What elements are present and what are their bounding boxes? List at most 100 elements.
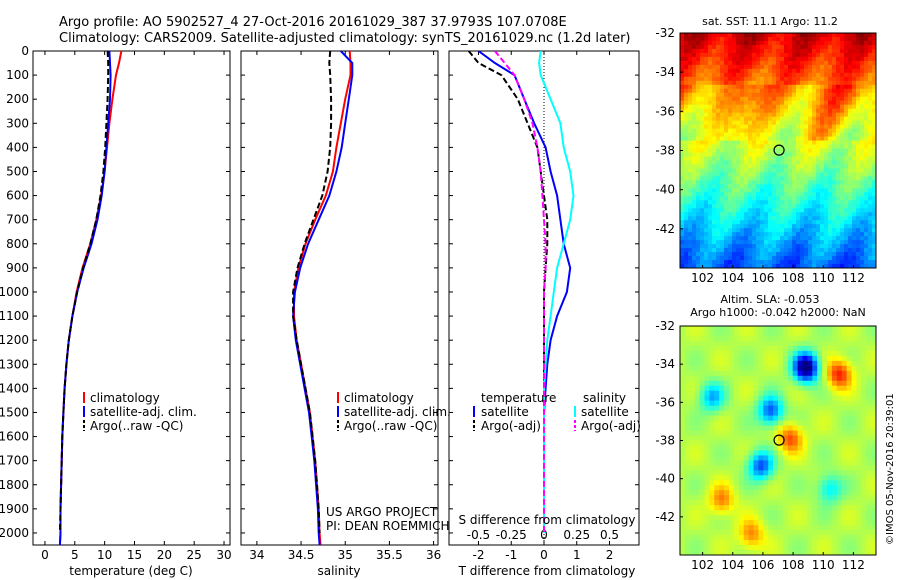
sst-cell	[780, 172, 785, 177]
sla-cell	[684, 490, 691, 496]
sst-cell	[796, 252, 801, 257]
sst-cell	[776, 160, 781, 165]
sla-cell	[846, 475, 852, 481]
sla-cell	[699, 430, 705, 436]
sst-cell	[828, 180, 833, 185]
sst-cell	[768, 48, 773, 54]
sla-cell	[714, 430, 720, 436]
sst-cell	[772, 160, 777, 165]
sla-cell	[724, 355, 730, 362]
sst-cell	[744, 236, 749, 241]
sst-cell	[856, 236, 861, 241]
sla-cell	[827, 445, 833, 451]
sst-cell	[840, 240, 845, 245]
sst-cell	[696, 208, 701, 213]
sst-cell	[728, 188, 733, 193]
sst-cell	[872, 72, 877, 78]
sst-cell	[840, 144, 845, 149]
sst-cell	[852, 92, 857, 98]
sst-cell	[804, 132, 809, 137]
sla-cell	[773, 345, 779, 352]
sla-cell	[822, 355, 828, 362]
sst-cell	[856, 112, 861, 118]
sla-cell	[748, 375, 754, 382]
sla-cell	[733, 545, 740, 551]
sla-cell	[831, 490, 838, 496]
sla-cell	[802, 450, 808, 456]
sla-cell	[782, 425, 789, 431]
sla-cell	[846, 370, 852, 377]
sla-cell	[787, 550, 794, 556]
sst-cell	[704, 60, 709, 66]
sst-cell	[828, 264, 833, 269]
sla-cell	[856, 510, 862, 516]
sla-cell	[763, 326, 769, 332]
sst-cell	[688, 116, 693, 122]
sst-cell	[768, 108, 773, 114]
sst-cell	[808, 252, 813, 257]
sst-cell	[748, 224, 753, 229]
sst-cell	[792, 100, 797, 106]
sst-cell	[812, 48, 817, 54]
sst-cell	[820, 228, 825, 233]
sst-cell	[760, 44, 765, 50]
sst-cell	[724, 180, 729, 185]
sla-cell	[851, 480, 857, 486]
sst-cell	[748, 112, 753, 118]
sla-cell	[871, 335, 877, 342]
sla-cell	[719, 380, 725, 387]
sla-cell	[699, 460, 705, 466]
sla-cell	[797, 495, 803, 501]
sla-cell	[773, 355, 779, 362]
sla-cell	[782, 450, 789, 456]
sla-cell	[831, 515, 838, 521]
sst-cell	[704, 168, 709, 173]
sst-cell	[804, 76, 809, 82]
sla-cell	[680, 505, 686, 511]
sst-cell	[728, 256, 733, 261]
sst-cell	[868, 200, 873, 205]
sst-cell	[848, 116, 853, 122]
sla-cell	[846, 495, 852, 501]
sst-cell	[752, 52, 757, 58]
sst-cell	[740, 244, 745, 249]
sst-cell	[836, 208, 841, 213]
sst-cell	[744, 192, 749, 197]
sst-cell	[696, 232, 701, 237]
sst-cell	[816, 92, 821, 98]
sst-cell	[868, 108, 873, 114]
sla-cell	[851, 330, 857, 337]
sst-cell	[784, 116, 789, 122]
sla-cell	[684, 395, 691, 402]
sst-cell	[816, 172, 821, 177]
sst-cell	[680, 40, 685, 46]
sst-cell	[844, 200, 849, 205]
sst-cell	[752, 244, 757, 249]
sst-cell	[788, 236, 793, 241]
sla-cell	[846, 340, 852, 347]
sst-cell	[840, 252, 845, 257]
sla-cell	[782, 470, 789, 476]
sla-cell	[729, 420, 735, 426]
sla-cell	[733, 475, 740, 481]
sst-cell	[752, 140, 757, 145]
sst-cell	[764, 64, 769, 70]
sst-cell	[756, 228, 761, 233]
sst-cell	[840, 180, 845, 185]
sst-cell	[764, 112, 769, 118]
sla-cell	[778, 440, 784, 446]
sst-cell	[864, 260, 869, 265]
sla-cell	[802, 390, 808, 397]
sla-cell	[689, 490, 696, 496]
sst-cell	[804, 140, 809, 145]
sst-cell	[772, 200, 777, 205]
sst-cell	[744, 244, 749, 249]
sst-cell	[840, 212, 845, 217]
sla-cell	[851, 400, 857, 407]
sla-cell	[856, 535, 862, 541]
sst-cell	[736, 244, 741, 249]
sla-cell	[861, 415, 867, 421]
sla-cell	[684, 455, 691, 461]
sst-cell	[684, 116, 689, 122]
sla-cell	[851, 545, 857, 551]
